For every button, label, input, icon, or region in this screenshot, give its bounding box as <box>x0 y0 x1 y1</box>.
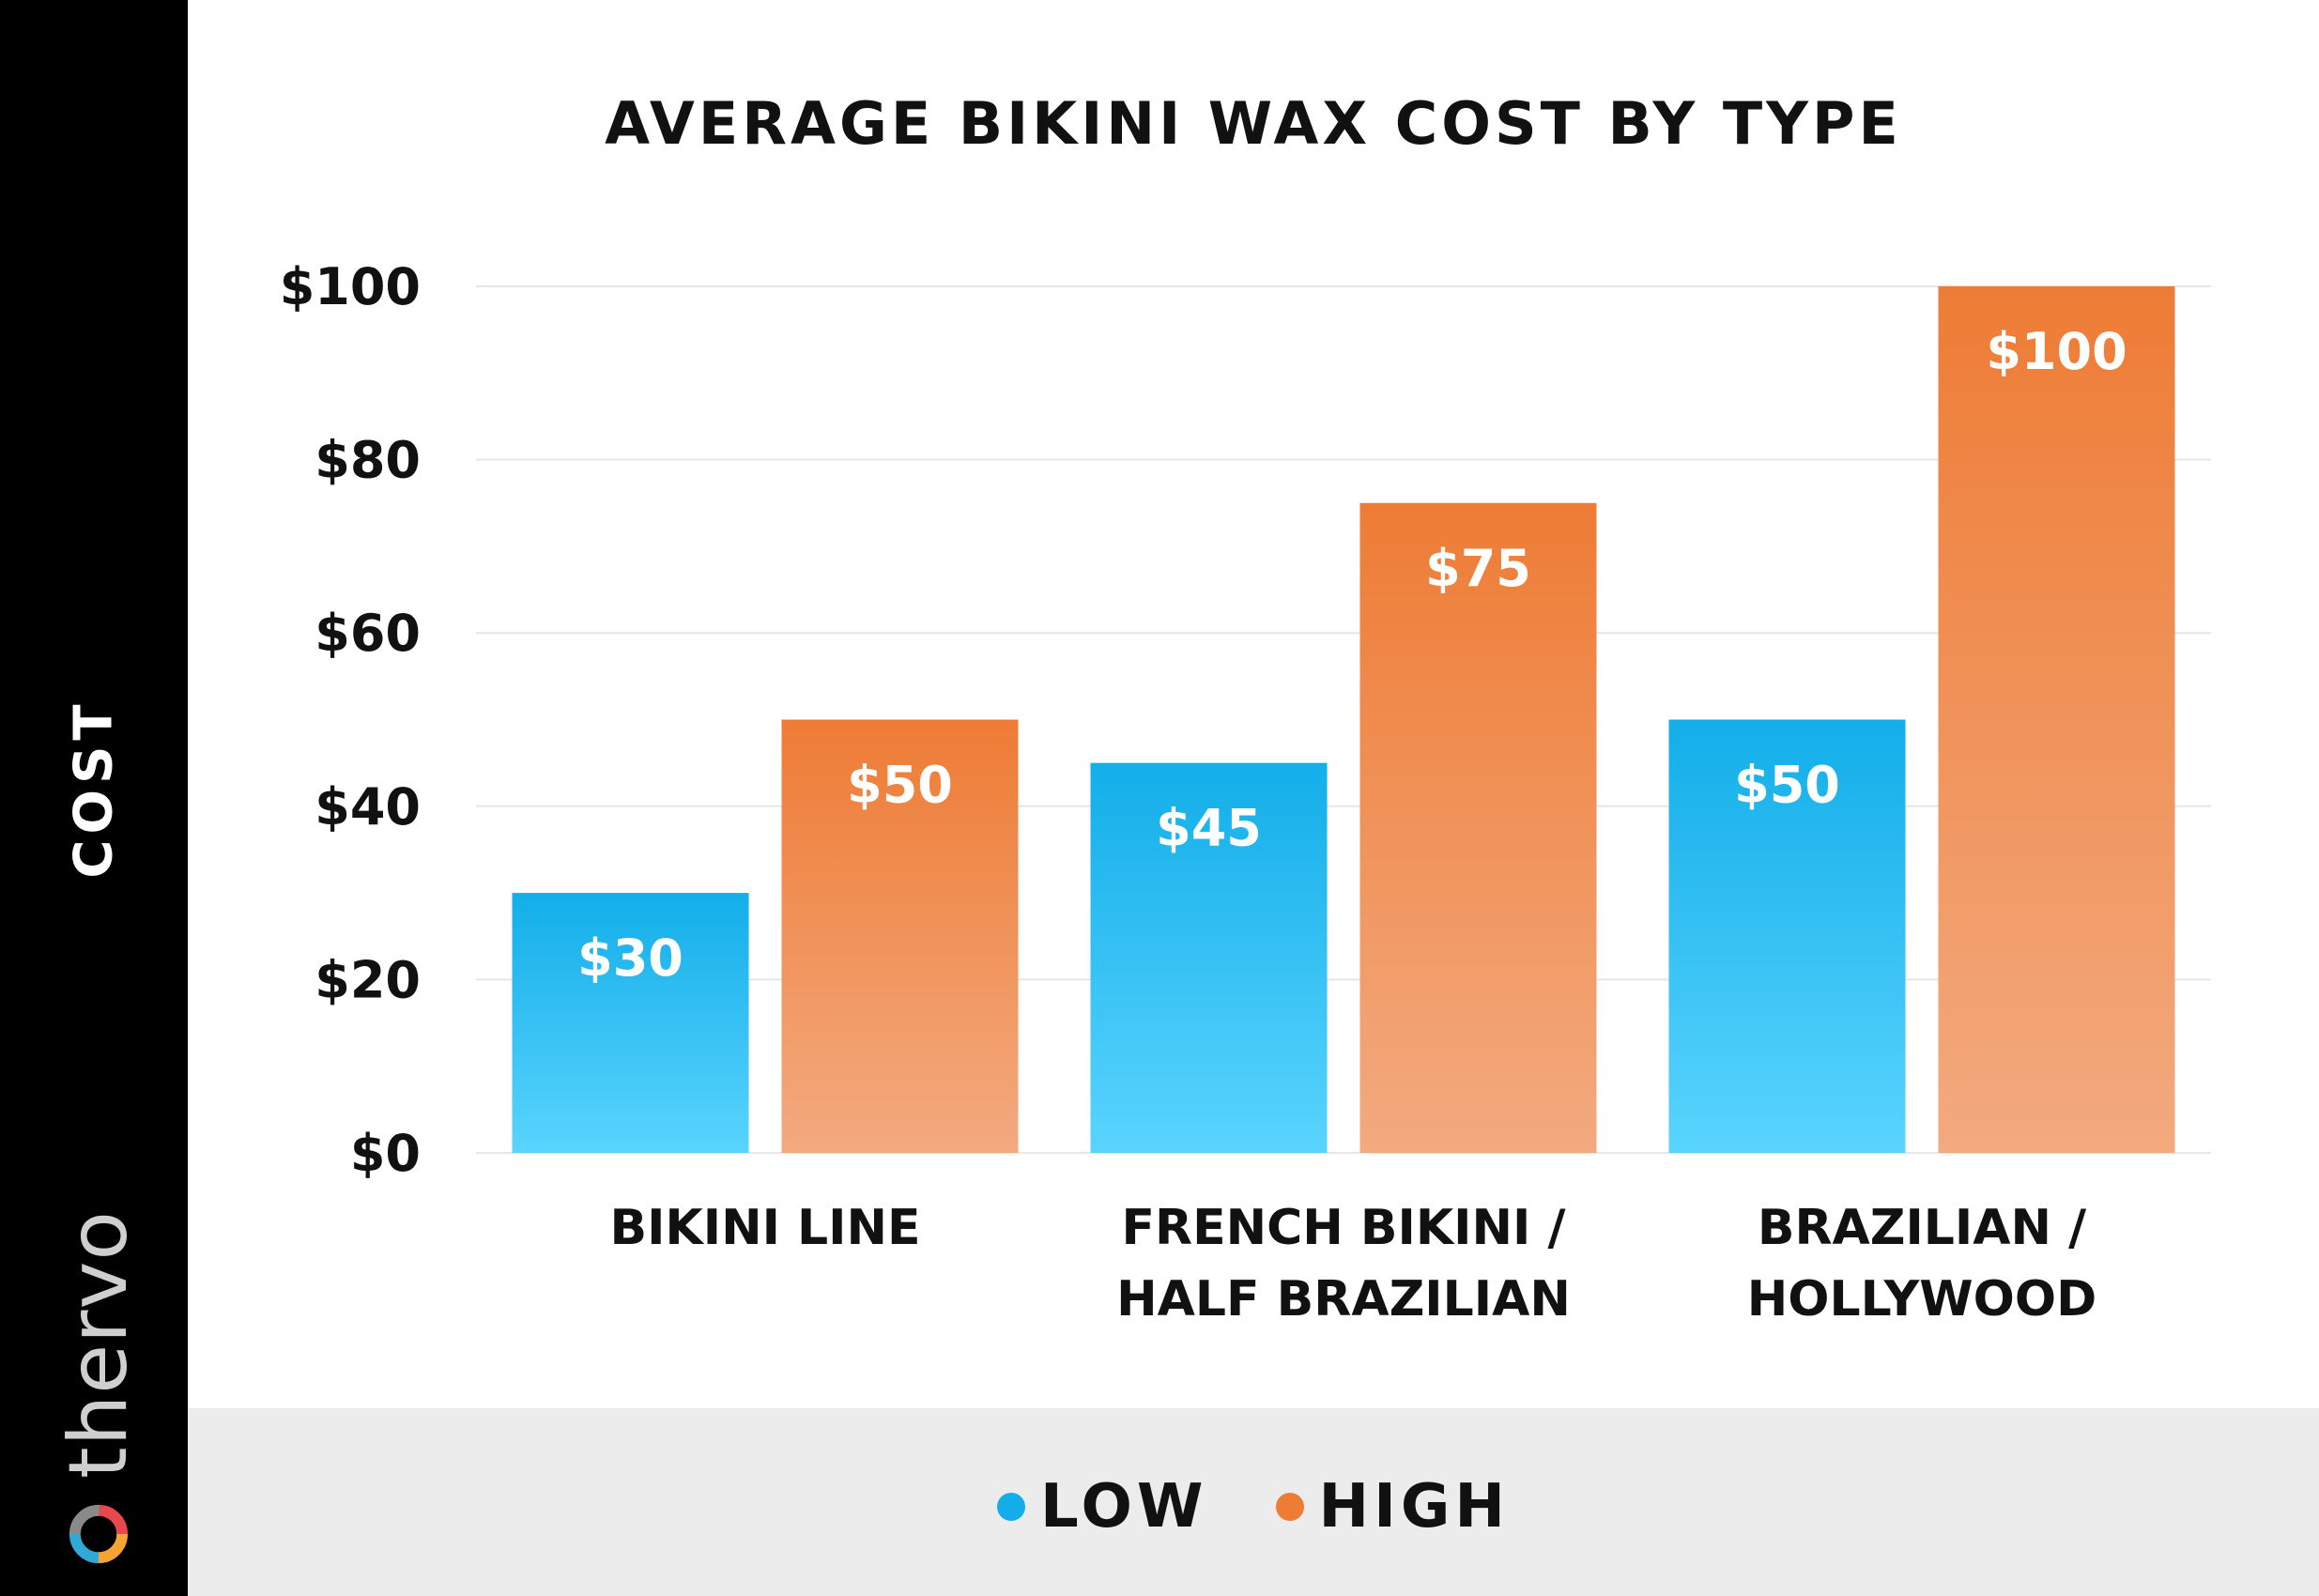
bars <box>512 286 2175 1153</box>
brand: thervo <box>52 1210 146 1569</box>
legend-item-low: LOW <box>997 1472 1208 1542</box>
value-label: $50 <box>847 756 953 815</box>
y-tick-labels: $0 $20 $40 $60 $80 $100 <box>280 257 421 1183</box>
bar-low <box>1090 762 1328 1153</box>
category-labels: BIKINI LINE FRENCH BIKINI / HALF BRAZILIAN… <box>609 1200 2096 1327</box>
chart-plot: $0 $20 $40 $60 $80 $100 $30 $50 $45 $75 $50 $100 B… <box>280 257 2211 1327</box>
category-label: FRENCH BIKINI / HALF BRAZILIAN <box>1116 1200 1571 1327</box>
y-tick-label: $80 <box>315 431 421 490</box>
value-label: $50 <box>1734 756 1840 815</box>
value-label: $75 <box>1425 539 1531 598</box>
bar-high <box>1359 502 1597 1153</box>
y-tick-label: $60 <box>315 604 421 663</box>
y-tick-label: $40 <box>315 777 421 836</box>
brand-name: thervo <box>52 1209 146 1480</box>
y-tick-label: $20 <box>315 950 421 1009</box>
category-label: BRAZILIAN / HOLLYWOOD <box>1747 1200 2096 1327</box>
value-labels: $30 $50 $45 $75 $50 $100 <box>577 322 2127 988</box>
value-label: $100 <box>1986 322 2127 381</box>
legend-item-high: HIGH <box>1275 1472 1510 1542</box>
legend-label: LOW <box>1040 1472 1208 1542</box>
legend-label: HIGH <box>1318 1472 1510 1542</box>
bar-high <box>781 719 1019 1153</box>
y-tick-label: $100 <box>280 257 421 316</box>
value-label: $30 <box>577 928 683 988</box>
value-label: $45 <box>1156 799 1262 858</box>
legend-dot-icon <box>997 1493 1026 1521</box>
y-tick-label: $0 <box>350 1124 421 1183</box>
legend: LOW HIGH <box>188 1472 2319 1542</box>
chart-title: AVERAGE BIKINI WAX COST BY TYPE <box>605 89 1902 158</box>
y-axis-label: COST <box>63 698 125 879</box>
bar-low <box>1668 719 1906 1153</box>
bar-high <box>1938 286 2175 1153</box>
grid-lines <box>476 285 2211 1154</box>
bar-low <box>512 893 749 1153</box>
legend-dot-icon <box>1275 1493 1304 1521</box>
thervo-logo-icon <box>69 1504 129 1564</box>
category-label: BIKINI LINE <box>609 1200 920 1256</box>
sidebar: COST thervo <box>0 0 188 1596</box>
legend-band <box>188 1408 2319 1596</box>
